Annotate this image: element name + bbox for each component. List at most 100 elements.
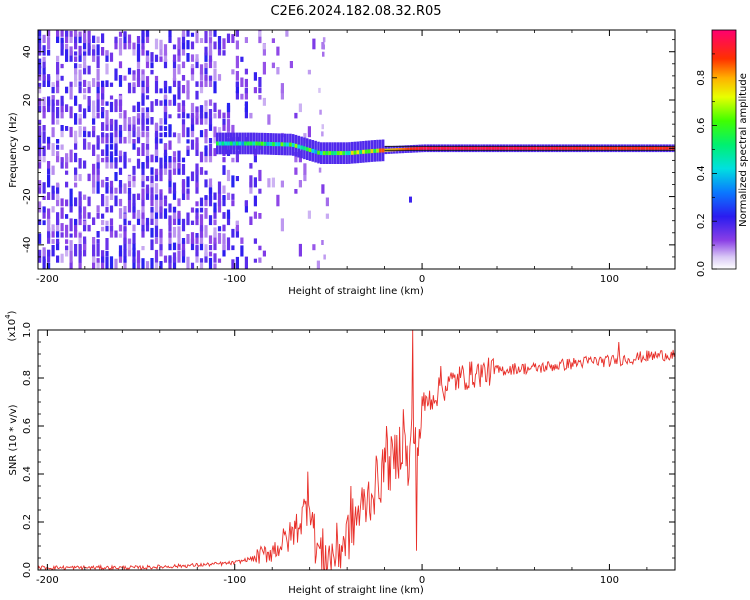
heatmap-cell bbox=[145, 157, 150, 169]
heatmap-cell bbox=[136, 132, 141, 144]
heatmap-cell bbox=[199, 130, 204, 138]
spectrogram-y-ticks: -40 -20 0 20 40 bbox=[22, 39, 675, 258]
heatmap-cell bbox=[316, 260, 320, 269]
heatmap-cell bbox=[51, 165, 55, 175]
ridge-cell bbox=[364, 149, 368, 154]
heatmap-cell bbox=[172, 44, 177, 50]
heatmap-cell bbox=[159, 56, 163, 62]
heatmap-cell bbox=[226, 30, 231, 31]
heatmap-cell bbox=[168, 215, 172, 226]
heatmap-cell bbox=[105, 123, 109, 131]
heatmap-cell bbox=[181, 33, 186, 43]
heatmap-cell bbox=[42, 30, 46, 31]
ridge-cell bbox=[216, 141, 219, 146]
heatmap-cell bbox=[96, 112, 100, 119]
ridge-cell bbox=[505, 146, 508, 150]
heatmap-cell bbox=[38, 183, 42, 194]
heatmap-cell bbox=[190, 115, 195, 125]
heatmap-cell bbox=[118, 75, 123, 87]
heatmap-cell bbox=[150, 218, 154, 225]
heatmap-cell bbox=[190, 102, 195, 113]
heatmap-cell bbox=[101, 157, 105, 163]
ridge-cell bbox=[367, 149, 371, 154]
heatmap-cell bbox=[204, 131, 208, 144]
ridge-cell bbox=[440, 146, 444, 150]
heatmap-cell bbox=[217, 226, 222, 232]
heatmap-cell bbox=[60, 37, 64, 43]
heatmap-cell bbox=[159, 244, 163, 251]
heatmap-cell bbox=[154, 238, 159, 244]
ridge-cell bbox=[601, 146, 604, 150]
heatmap-cell bbox=[136, 113, 141, 119]
heatmap-cell bbox=[195, 163, 199, 175]
heatmap-cell bbox=[51, 111, 55, 125]
heatmap-cell bbox=[163, 255, 168, 263]
colorbar-tick-label: 0.8 bbox=[696, 70, 707, 86]
heatmap-cell bbox=[195, 81, 199, 87]
heatmap-cell bbox=[199, 233, 204, 244]
heatmap-cell bbox=[172, 156, 177, 163]
heatmap-cell bbox=[123, 259, 127, 269]
heatmap-cell bbox=[74, 197, 78, 207]
snr-x-label: Height of straight line (km) bbox=[288, 585, 424, 596]
heatmap-cell bbox=[244, 88, 248, 100]
heatmap-cell bbox=[244, 200, 248, 207]
ridge-cell bbox=[421, 146, 424, 150]
heatmap-cell bbox=[83, 79, 87, 87]
heatmap-cell bbox=[204, 208, 208, 219]
heatmap-cell bbox=[318, 167, 322, 173]
heatmap-cell bbox=[83, 49, 87, 62]
heatmap-cell bbox=[253, 195, 257, 207]
heatmap-cell bbox=[114, 230, 118, 238]
heatmap-cell bbox=[123, 42, 127, 50]
heatmap-cell bbox=[231, 175, 235, 188]
heatmap-cell bbox=[132, 176, 136, 182]
ridge-cell bbox=[409, 147, 413, 151]
heatmap-cell bbox=[181, 218, 186, 232]
heatmap-cell bbox=[60, 30, 64, 37]
ridge-cell bbox=[345, 151, 348, 156]
ridge-cell bbox=[463, 146, 466, 150]
heatmap-cell bbox=[69, 106, 73, 119]
heatmap-cell bbox=[208, 59, 213, 69]
heatmap-cell bbox=[199, 258, 204, 263]
heatmap-cell bbox=[92, 144, 96, 156]
heatmap-cell bbox=[132, 139, 136, 150]
heatmap-cell bbox=[78, 104, 82, 113]
heatmap-cell bbox=[132, 49, 136, 56]
heatmap-cell bbox=[177, 64, 181, 75]
heatmap-cell bbox=[186, 234, 190, 244]
heatmap-cell bbox=[222, 224, 226, 232]
heatmap-cell bbox=[199, 151, 204, 163]
heatmap-cell bbox=[190, 32, 195, 37]
heatmap-cell bbox=[38, 143, 42, 157]
heatmap-cell bbox=[69, 240, 73, 251]
heatmap-cell bbox=[186, 212, 190, 226]
heatmap-cell bbox=[280, 218, 284, 232]
heatmap-cell bbox=[141, 174, 145, 182]
heatmap-cell bbox=[101, 80, 105, 87]
heatmap-cell bbox=[285, 30, 289, 37]
heatmap-cell bbox=[323, 254, 326, 260]
heatmap-cell bbox=[267, 114, 271, 125]
colorbar-label: Normalized spectral amplitude bbox=[738, 73, 749, 227]
heatmap-cell bbox=[204, 225, 208, 238]
heatmap-cell bbox=[222, 165, 226, 175]
heatmap-cell bbox=[74, 71, 78, 81]
heatmap-cell bbox=[240, 56, 244, 62]
heatmap-cell bbox=[213, 102, 217, 113]
heatmap-cell bbox=[114, 101, 118, 106]
heatmap-cell bbox=[177, 250, 181, 263]
heatmap-cell bbox=[231, 245, 235, 251]
heatmap-cell bbox=[38, 219, 42, 225]
ridge-cell bbox=[660, 146, 663, 150]
ridge-cell bbox=[418, 147, 421, 150]
heatmap-cell bbox=[280, 83, 284, 94]
heatmap-cell bbox=[56, 212, 60, 225]
heatmap-cell bbox=[118, 100, 123, 113]
heatmap-cell bbox=[253, 258, 257, 263]
heatmap-cell bbox=[92, 100, 96, 113]
heatmap-cell bbox=[118, 31, 123, 37]
heatmap-cell bbox=[42, 45, 46, 56]
heatmap-cell bbox=[109, 256, 114, 269]
